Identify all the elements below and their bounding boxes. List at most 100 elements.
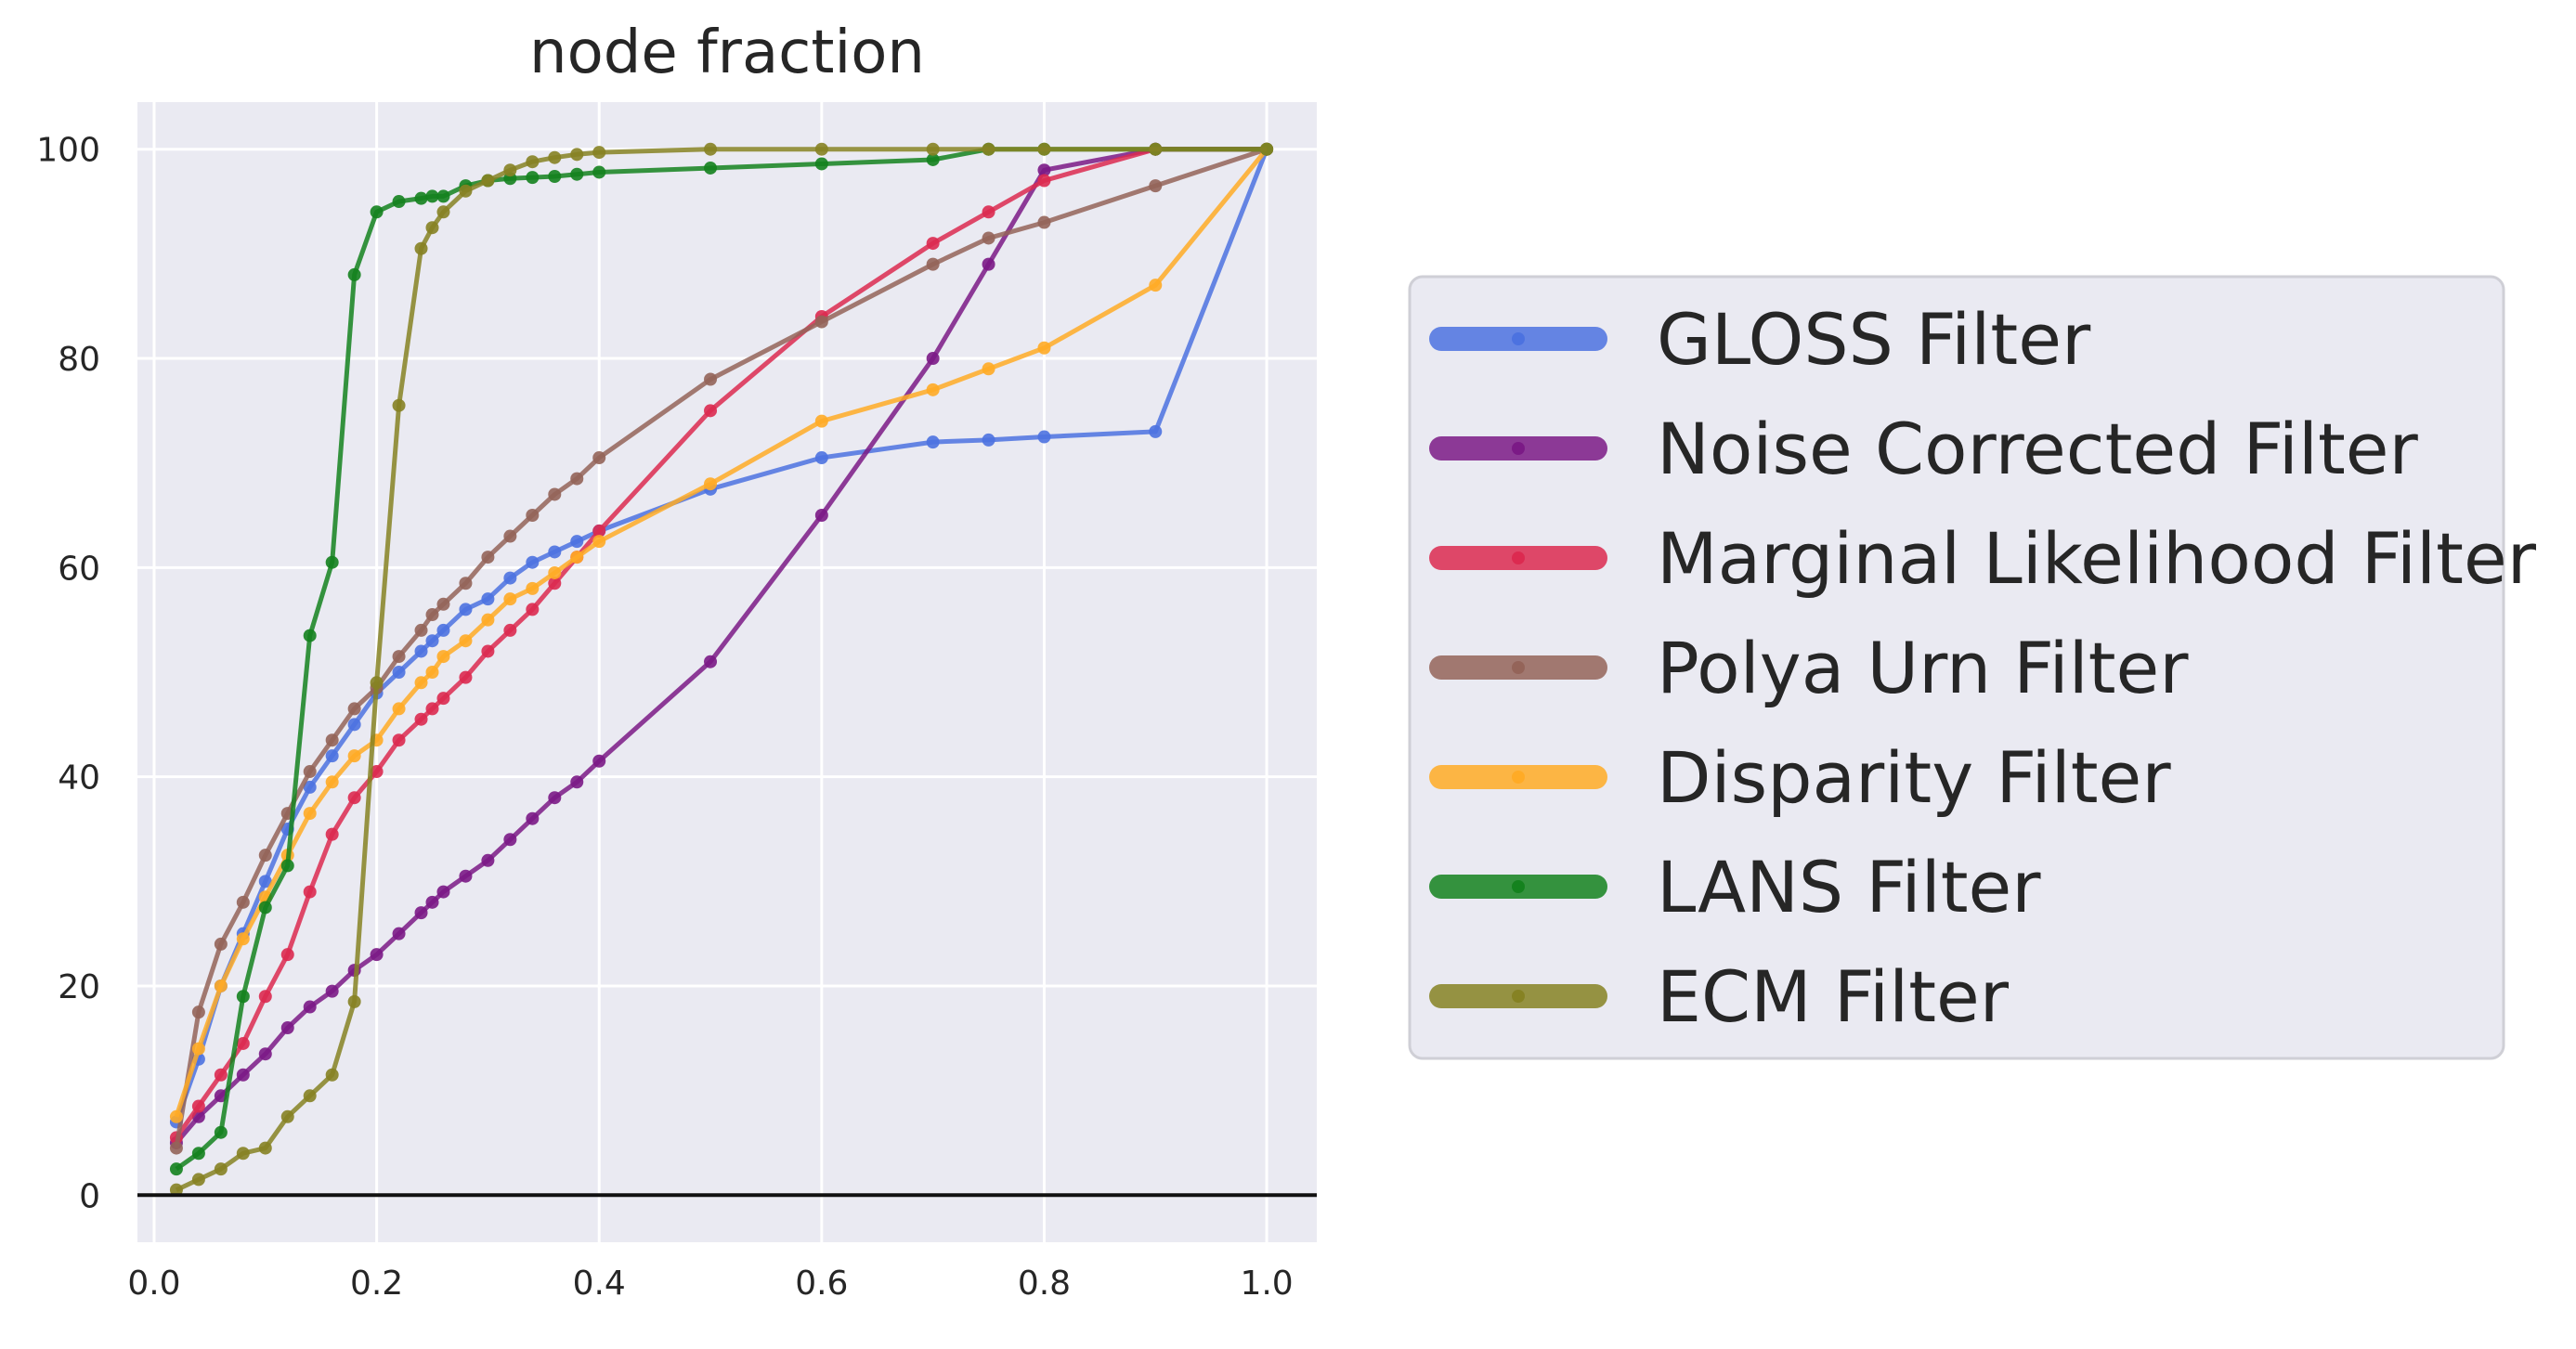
data-point — [592, 146, 606, 160]
data-point — [236, 1068, 250, 1082]
legend: GLOSS Filter Noise Corrected Filter Margin… — [1408, 275, 2537, 1060]
data-point — [325, 555, 339, 569]
data-point — [236, 932, 250, 946]
y-tick-label: 60 — [58, 550, 100, 588]
data-point — [1149, 279, 1163, 292]
data-point — [704, 477, 718, 491]
y-tick-label: 40 — [58, 759, 100, 798]
legend-marker — [1512, 551, 1525, 564]
data-point — [347, 718, 361, 732]
data-point — [191, 1005, 205, 1019]
data-point — [425, 608, 439, 622]
data-point — [214, 1125, 228, 1139]
data-point — [814, 509, 828, 523]
data-point — [481, 644, 495, 658]
data-point — [592, 754, 606, 768]
data-point — [982, 231, 995, 245]
data-point — [414, 676, 428, 690]
data-point — [481, 551, 495, 564]
legend-marker — [1512, 661, 1525, 674]
legend-label: ECM Filter — [1657, 955, 2010, 1038]
data-point — [392, 650, 406, 664]
data-point — [926, 237, 940, 251]
y-tick-label: 100 — [36, 132, 100, 170]
data-point — [214, 1068, 228, 1082]
data-point — [570, 535, 584, 549]
data-point — [325, 984, 339, 998]
data-point — [1149, 142, 1163, 156]
data-point — [258, 1047, 272, 1061]
data-point — [414, 906, 428, 920]
x-tick-label: 0.0 — [127, 1265, 180, 1303]
data-point — [258, 990, 272, 1004]
data-point — [926, 257, 940, 271]
data-point — [548, 577, 562, 590]
data-point — [1037, 163, 1051, 177]
data-point — [425, 895, 439, 909]
series-line — [174, 147, 1268, 1145]
data-point — [236, 1147, 250, 1161]
data-point — [704, 655, 718, 668]
data-point — [459, 603, 473, 616]
legend-item: Marginal Likelihood Filter — [1429, 517, 2537, 600]
data-point — [459, 670, 473, 684]
legend-item: GLOSS Filter — [1429, 298, 2091, 381]
data-point — [459, 634, 473, 648]
data-point — [926, 435, 940, 449]
data-point — [425, 221, 439, 235]
data-point — [526, 581, 540, 595]
data-point — [436, 692, 450, 706]
data-point — [303, 807, 317, 821]
legend-marker — [1512, 332, 1525, 345]
data-point — [1037, 142, 1051, 156]
data-point — [414, 644, 428, 658]
data-point — [436, 205, 450, 219]
data-point — [481, 174, 495, 188]
chart-title: node fraction — [529, 19, 925, 87]
data-point — [347, 994, 361, 1008]
data-point — [303, 1089, 317, 1103]
data-point — [526, 555, 540, 569]
data-point — [704, 404, 718, 418]
series-line — [174, 147, 1268, 1149]
series-line — [174, 148, 1269, 1118]
data-point — [214, 937, 228, 951]
series-line — [175, 147, 1268, 1172]
data-point — [926, 142, 940, 156]
legend-item: Disparity Filter — [1429, 736, 2171, 819]
data-point — [414, 241, 428, 255]
data-point — [704, 161, 718, 175]
data-point — [347, 267, 361, 281]
data-point — [370, 948, 384, 962]
data-point — [325, 827, 339, 841]
legend-item: Polya Urn Filter — [1429, 627, 2189, 709]
data-point — [592, 524, 606, 538]
legend-label: Marginal Likelihood Filter — [1657, 517, 2537, 600]
data-point — [459, 577, 473, 590]
data-point — [191, 1042, 205, 1056]
x-tick-label: 0.8 — [1018, 1265, 1071, 1303]
data-point — [548, 150, 562, 164]
data-point — [169, 1183, 183, 1197]
data-point — [214, 1162, 228, 1176]
data-point — [982, 205, 995, 219]
data-point — [704, 372, 718, 386]
data-point — [548, 169, 562, 183]
data-point — [414, 191, 428, 205]
data-point — [303, 629, 317, 642]
x-tick-label: 1.0 — [1240, 1265, 1293, 1303]
data-point — [303, 1000, 317, 1014]
data-point — [436, 189, 450, 203]
data-point — [503, 529, 517, 543]
data-point — [982, 257, 995, 271]
series-noise-corrected-filter — [169, 142, 1274, 1149]
data-point — [325, 749, 339, 763]
data-point — [258, 849, 272, 863]
data-point — [347, 791, 361, 805]
data-point — [169, 1162, 183, 1176]
data-point — [169, 1109, 183, 1123]
data-point — [814, 142, 828, 156]
data-point — [370, 205, 384, 219]
data-point — [1260, 142, 1274, 156]
data-point — [503, 592, 517, 606]
